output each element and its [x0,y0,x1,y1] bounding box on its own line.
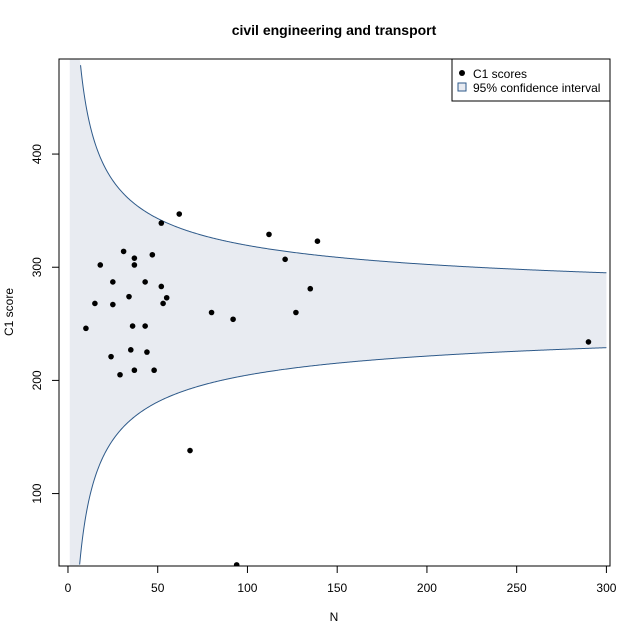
data-point [266,231,272,238]
data-point [131,255,138,261]
x-tick-label: 50 [151,581,165,595]
legend: C1 scores 95% confidence interval [451,58,611,102]
data-point [282,256,288,263]
legend-point-marker [459,70,465,76]
data-point [160,300,166,307]
data-point [108,353,114,360]
y-tick-label: 400 [30,144,44,164]
data-point [117,371,123,378]
data-point [127,347,134,353]
data-point [208,309,215,316]
data-point [129,323,136,329]
legend-box [451,58,611,102]
y-tick-label: 100 [30,483,44,503]
data-point [110,301,116,308]
legend-label-ci: 95% confidence interval [473,81,600,95]
confidence-band-fill [69,59,607,566]
data-point [131,367,138,374]
data-point [314,238,321,244]
x-axis: 0 50 100 150 200 250 300 [65,565,617,595]
data-point [142,323,148,329]
data-point [163,294,170,301]
confidence-band-upper-curve [80,65,607,274]
data-point [187,447,193,454]
data-point [131,262,138,268]
plot-area [69,59,607,566]
data-point [158,283,165,290]
x-tick-label: 0 [65,581,72,595]
data-points [83,211,592,566]
data-point [142,279,148,285]
y-axis-label: C1 score [2,288,16,336]
confidence-band-lower-curve [79,347,607,565]
data-point [144,349,150,355]
x-tick-label: 150 [327,581,347,595]
x-tick-label: 200 [417,581,437,595]
x-tick-label: 100 [237,581,257,595]
data-point [585,339,592,345]
y-tick-label: 200 [30,370,44,390]
data-point [233,562,240,566]
y-axis: 100 200 300 400 [30,144,60,504]
data-point [83,325,89,332]
x-axis-label: N [330,610,339,624]
y-tick-label: 300 [30,257,44,277]
data-point [151,367,157,374]
legend-label-scores: C1 scores [473,67,527,81]
data-point [307,285,314,292]
data-point [158,220,165,226]
data-point [230,316,236,323]
data-point [110,279,116,285]
chart-title: civil engineering and transport [232,22,437,38]
data-point [149,251,156,258]
legend-ci-swatch [457,82,467,92]
data-point [176,211,183,217]
x-tick-label: 300 [596,581,616,595]
data-point [120,248,127,255]
data-point [97,262,104,268]
x-tick-label: 250 [507,581,527,595]
data-point [293,309,299,316]
data-point [92,300,98,307]
data-point [126,293,132,300]
